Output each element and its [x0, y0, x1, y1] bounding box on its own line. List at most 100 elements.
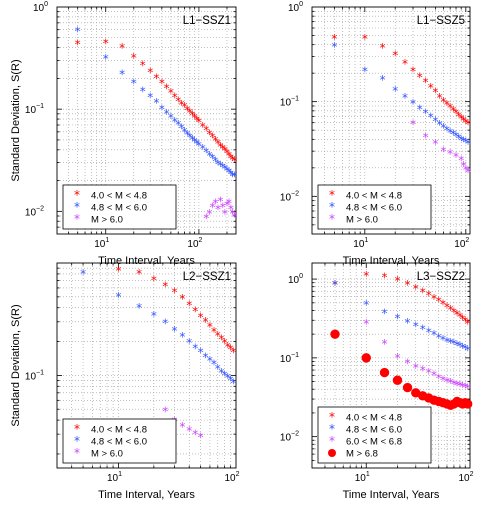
data-point: *	[215, 202, 221, 216]
data-point: *	[436, 295, 442, 309]
legend-item: * 4.0 < M < 4.8	[74, 188, 147, 202]
data-point: *	[454, 308, 460, 322]
data-point: *	[147, 91, 153, 105]
data-point: *	[417, 71, 423, 85]
y-tick-label: 10−2	[25, 205, 44, 218]
data-point: *	[413, 320, 419, 334]
data-point: *	[119, 41, 125, 55]
data-point: *	[457, 379, 463, 393]
data-point: *	[451, 305, 457, 319]
data-point: *	[162, 317, 168, 331]
data-point: *	[212, 154, 218, 168]
data-point: *	[218, 366, 224, 380]
data-point: *	[172, 324, 178, 338]
data-point: *	[194, 137, 200, 151]
data-point: *	[175, 118, 181, 132]
x-tick-label: 101	[355, 471, 370, 484]
data-point: *	[428, 111, 434, 125]
data-point: *	[217, 195, 223, 209]
x-axis-label: Time Interval, Years	[343, 489, 440, 501]
panel-title: L3−SSZ2	[417, 271, 465, 283]
data-point: *	[224, 164, 230, 178]
chart-panel-2: 101 102 10−2 10−1 100 Time Interval, Years L1−…	[280, 1, 471, 267]
data-point: *	[164, 82, 170, 96]
data-point: *	[362, 32, 368, 46]
data-point: *	[461, 135, 467, 149]
data-point: *	[220, 160, 226, 174]
legend-label: 4.0 < M < 4.8	[346, 413, 402, 424]
legend-label: 4.8 < M < 6.0	[346, 425, 402, 436]
legend-box	[317, 406, 432, 464]
data-point: *	[423, 131, 429, 145]
data-point: *	[153, 72, 159, 86]
data-point: *	[448, 336, 454, 350]
legend-marker: *	[74, 422, 80, 436]
data-point: *	[440, 95, 446, 109]
data-point: *	[225, 371, 231, 385]
panel-title: L1−SSZ1	[183, 15, 231, 27]
y-axis-label: Standard Deviation, S(R)	[10, 59, 22, 181]
data-point: *	[222, 336, 228, 350]
data-point: *	[436, 331, 442, 345]
data-point: *	[103, 52, 109, 66]
data-point: *	[363, 269, 369, 283]
data-point: *	[363, 298, 369, 312]
legend-marker: *	[74, 434, 80, 448]
legend-box	[62, 418, 177, 464]
series-2: **** * * * * *************	[331, 40, 471, 151]
series-1: * * * * * * * * **********	[115, 264, 236, 360]
data-point: *	[215, 329, 221, 343]
chart-panel-1: 101 102 10−2 10−1 100 Time Interval, Years Sta…	[10, 1, 237, 267]
data-point: *	[175, 94, 181, 108]
legend-label: 4.0 < M < 4.8	[91, 425, 147, 436]
data-point: *	[119, 67, 125, 81]
data-point: *	[392, 84, 398, 98]
data-point: *	[192, 135, 198, 149]
data-point: *	[462, 342, 468, 356]
data-point: *	[462, 315, 468, 329]
data-point: *	[200, 120, 206, 134]
data-point: *	[465, 165, 471, 179]
y-tick-label: 100	[288, 273, 303, 286]
data-point: *	[437, 118, 443, 132]
data-point: *	[382, 306, 388, 320]
data-point: *	[405, 316, 411, 330]
legend-item: * M > 6.0	[74, 446, 123, 460]
legend-item: * 4.0 < M < 4.8	[329, 410, 402, 424]
grid	[312, 263, 470, 468]
data-point: *	[172, 115, 178, 129]
legend-item: * 4.8 < M < 6.0	[329, 422, 402, 436]
legend-marker: *	[74, 200, 80, 214]
data-point: *	[413, 282, 419, 296]
data-point: *	[440, 373, 446, 387]
data-point: *	[362, 64, 368, 78]
legend-item: * 4.8 < M < 6.0	[74, 200, 147, 214]
legend-marker: *	[74, 446, 80, 460]
data-point: *	[131, 76, 137, 90]
data-point: *	[382, 271, 388, 285]
x-tick-label: 101	[94, 237, 109, 250]
data-point: *	[80, 267, 86, 281]
data-point: *	[230, 153, 236, 167]
data-point: *	[380, 41, 386, 55]
y-tick-label: 10−1	[25, 369, 44, 382]
data-point: *	[202, 315, 208, 329]
data-point: *	[437, 91, 443, 105]
legend-item: * 4.8 < M < 6.0	[74, 434, 147, 448]
legend-marker: *	[74, 188, 80, 202]
legend-label: 4.8 < M < 6.0	[91, 203, 147, 214]
data-point: *	[423, 107, 429, 121]
data-point: *	[192, 427, 198, 441]
data-point: *	[222, 369, 228, 383]
data-point: *	[203, 145, 209, 159]
legend-label: 4.8 < M < 6.0	[346, 203, 402, 214]
data-point: *	[215, 157, 221, 171]
series-2: *******************	[332, 278, 471, 358]
data-point: *	[432, 86, 438, 100]
data-point: *	[465, 317, 471, 331]
data-point: *	[231, 154, 237, 168]
data-point: *	[115, 264, 121, 278]
data-point: *	[131, 51, 137, 65]
data-point: *	[164, 107, 170, 121]
data-point: *	[465, 117, 471, 131]
